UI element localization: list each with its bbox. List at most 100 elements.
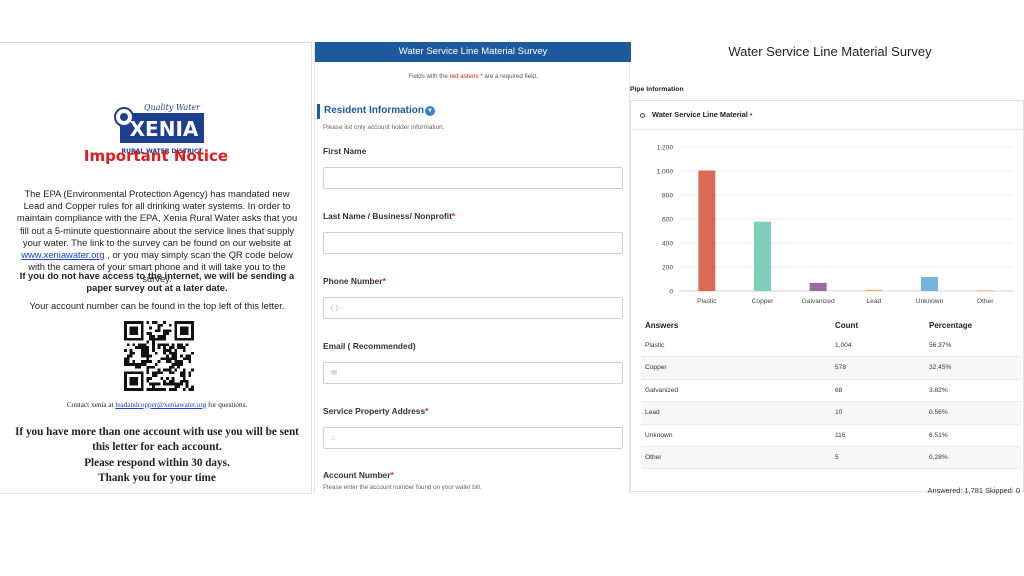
cell-count: 1,004 (835, 342, 852, 349)
address-label: Service Property Address* (323, 406, 429, 416)
email-label: Email ( Recommended) (323, 341, 416, 351)
table-row: Unknown 116 6.51% (641, 425, 1021, 447)
phone-label: Phone Number* (323, 276, 386, 286)
letter-body-text-2: , or you may simply scan the QR code bel… (28, 249, 293, 285)
bar-galvanized[interactable] (809, 282, 827, 291)
cell-answer: Galvanized (645, 386, 678, 394)
x-tick-label: Copper (752, 298, 774, 305)
cell-percentage: 3.82% (929, 386, 948, 394)
y-tick-label: 1,200 (656, 145, 673, 152)
notice-letter: Quality Water XENIA RURAL WATER DISTRICT… (0, 42, 312, 494)
closing-multiple-accounts: If you have more than one account with u… (15, 426, 299, 454)
address-input[interactable]: ⌂ (323, 427, 623, 449)
bar-unknown[interactable] (921, 277, 938, 291)
cell-percentage: 6.51% (929, 431, 948, 439)
results-section-title: Pipe Information (630, 86, 684, 93)
email-input[interactable]: ✉ (323, 362, 623, 384)
x-tick-label: Plastic (697, 298, 717, 305)
cell-count: 5 (835, 454, 839, 461)
x-tick-label: Unknown (916, 298, 944, 305)
cell-count: 68 (835, 386, 843, 394)
svg-text:RURAL WATER DISTRICT: RURAL WATER DISTRICT (121, 148, 203, 155)
bar-lead[interactable] (865, 289, 883, 291)
y-tick-label: 600 (662, 217, 673, 224)
x-tick-label: Lead (866, 298, 881, 305)
cell-answer: Copper (645, 364, 667, 372)
cell-percentage: 32.45% (929, 364, 952, 372)
table-row: Copper 578 32.45% (641, 357, 1021, 380)
contact-line: Contact xenia at leadandcopper@xeniawate… (10, 401, 304, 409)
note-text-2: are a required field. (482, 73, 538, 80)
survey-results: Water Service Line Material Survey Pipe … (630, 42, 1024, 495)
answered-skipped-summary: Answered: 1,781 Skipped: 0 (927, 486, 1020, 495)
table-row: Plastic 1,004 56.37% (641, 335, 1021, 358)
closing-deadline: Please respond within 30 days. (84, 456, 230, 469)
bar-copper[interactable] (754, 221, 771, 291)
cell-count: 10 (835, 409, 843, 417)
phone-input[interactable]: ( ) - (323, 297, 623, 319)
survey-form: Water Service Line Material Survey Field… (314, 42, 631, 494)
y-tick-label: 200 (662, 265, 673, 272)
envelope-icon: ✉ (331, 368, 338, 377)
paper-survey-notice: If you do not have access to the interne… (19, 270, 295, 293)
x-tick-label: Other (977, 298, 994, 305)
svg-text:XENIA: XENIA (130, 117, 199, 141)
notice-title: Important Notice (83, 147, 229, 165)
first-name-input[interactable] (323, 167, 623, 189)
cell-percentage: 0.56% (929, 409, 948, 417)
question-bullet-icon (640, 113, 645, 118)
letter-body-text: The EPA (Environmental Protection Agency… (16, 188, 298, 248)
xenia-logo: Quality Water XENIA RURAL WATER DISTRICT (114, 99, 204, 155)
cell-count: 116 (835, 431, 846, 439)
first-name-label: First Name (323, 146, 367, 156)
account-number-note: Your account number can be found in the … (29, 300, 285, 311)
section-title-resident[interactable]: Resident Information (324, 105, 425, 116)
contact-text-2: for questions. (206, 401, 248, 409)
y-tick-label: 0 (669, 289, 673, 296)
th-answers: Answers (645, 321, 679, 330)
section-hint: Please list only account holder informat… (323, 124, 445, 131)
th-percentage: Percentage (929, 321, 973, 330)
question-title: Water Service Line Material • (652, 110, 753, 119)
results-title: Water Service Line Material Survey (728, 44, 932, 59)
bar-chart: 0 200 400 600 800 1,000 1,200 Plastic Copper Galv… (656, 145, 1013, 305)
cell-answer: Lead (645, 409, 660, 417)
svg-text:Quality Water: Quality Water (144, 103, 201, 112)
th-count: Count (835, 321, 859, 330)
contact-text: Contact xenia at (66, 401, 116, 409)
y-tick-label: 1,000 (656, 169, 673, 176)
question-card: Water Service Line Material • 0 200 400 600… (630, 100, 1024, 492)
section-accent (317, 104, 320, 119)
qr-code[interactable] (124, 321, 194, 391)
note-red-asterisk: red asterix * (449, 73, 483, 80)
cell-percentage: 56.37% (929, 342, 952, 349)
phone-placeholder: ( ) - (331, 303, 343, 312)
cell-count: 578 (835, 364, 847, 372)
y-tick-label: 400 (662, 241, 673, 248)
cell-answer: Other (645, 454, 662, 461)
account-number-label: Account Number* (323, 470, 394, 480)
cell-answer: Unknown (645, 431, 673, 439)
required-field-note: Fields with the red asterix * are a requ… (315, 73, 631, 80)
bar-plastic[interactable] (698, 170, 716, 291)
table-row: Lead 10 0.56% (641, 402, 1021, 425)
website-link[interactable]: www.xeniawater.org (21, 249, 105, 261)
table-row: Other 5 0.28% (641, 447, 1021, 470)
last-name-input[interactable] (323, 232, 623, 254)
letter-closing: If you have more than one account with u… (8, 425, 306, 487)
location-icon: ⌂ (331, 433, 336, 442)
x-tick-label: Galvanized (802, 298, 835, 305)
form-header: Water Service Line Material Survey (315, 42, 631, 62)
letter-body: The EPA (Environmental Protection Agency… (14, 188, 300, 286)
closing-thanks: Thank you for your time (98, 472, 216, 485)
last-name-label: Last Name / Business/ Nonprofit* (323, 211, 456, 221)
cell-percentage: 0.28% (929, 454, 948, 461)
account-number-hint: Please enter the account number found on… (323, 484, 482, 491)
bar-other[interactable] (976, 290, 994, 292)
note-text: Fields with the (408, 73, 450, 80)
y-tick-label: 800 (662, 193, 673, 200)
table-row: Galvanized 68 3.82% (641, 380, 1021, 403)
contact-email-link[interactable]: leadandcopper@xeniawater.org (115, 401, 207, 409)
divider (631, 129, 1023, 130)
chevron-down-icon[interactable]: ▼ (425, 106, 435, 116)
